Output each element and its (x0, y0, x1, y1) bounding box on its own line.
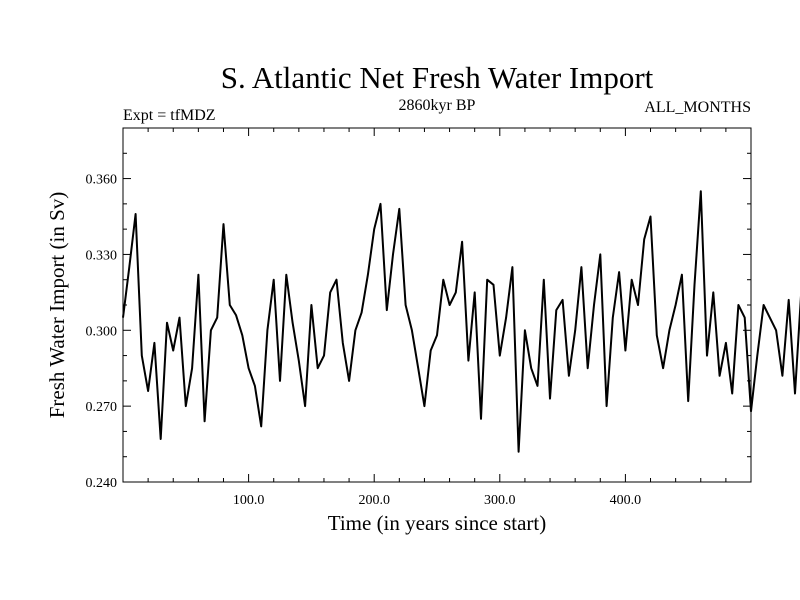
y-axis-label: Fresh Water Import (in Sv) (45, 192, 69, 419)
series-line (122, 190, 800, 453)
period-label: 2860kyr BP (399, 97, 476, 114)
chart-title: S. Atlantic Net Fresh Water Import (221, 60, 654, 95)
months-label: ALL_MONTHS (644, 99, 751, 116)
x-axis-label: Time (in years since start) (328, 511, 547, 535)
x-tick-label: 100.0 (233, 493, 265, 508)
y-tick-label: 0.360 (86, 173, 118, 188)
y-tick-label: 0.270 (86, 400, 118, 415)
x-tick-label: 400.0 (610, 493, 642, 508)
x-tick-labels: 100.0 200.0 300.0 400.0 (233, 493, 641, 508)
y-tick-label: 0.240 (86, 476, 118, 491)
plot-frame (122, 127, 752, 483)
y-tick-label: 0.330 (86, 248, 118, 263)
experiment-label: Expt = tfMDZ (123, 107, 216, 124)
y-tick-label: 0.300 (86, 324, 118, 339)
y-tick-labels: 0.240 0.270 0.300 0.330 0.360 (86, 173, 118, 491)
x-tick-label: 200.0 (358, 493, 390, 508)
x-tick-label: 300.0 (484, 493, 516, 508)
